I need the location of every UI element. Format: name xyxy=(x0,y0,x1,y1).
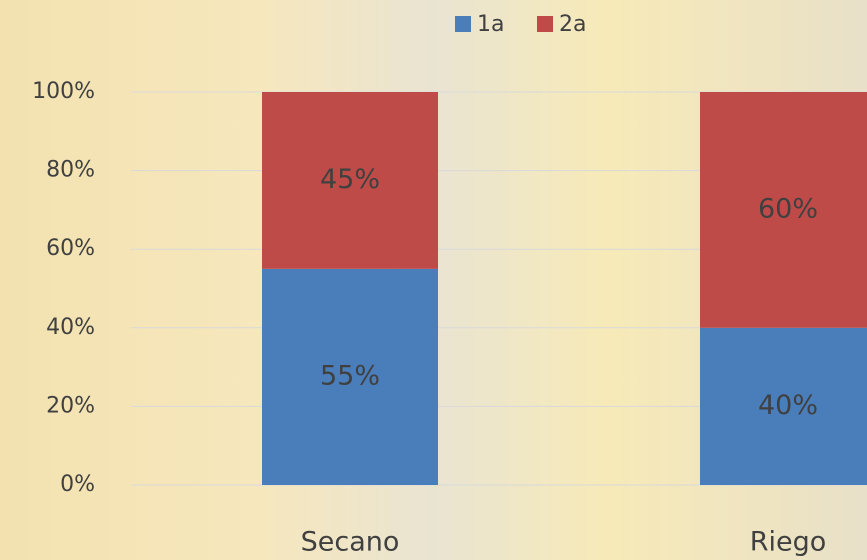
page: {"chart_data": {"type": "stacked_bar", "… xyxy=(0,0,867,560)
legend-swatch xyxy=(455,16,471,32)
data-label: 40% xyxy=(758,390,818,421)
legend-label: 1a xyxy=(477,12,504,37)
legend-label: 2a xyxy=(559,12,586,37)
chart: 0% 20% 40% 60% 80% 100% Secano 55% 45% Riego 40% 60… xyxy=(0,0,867,560)
y-tick-label: 40% xyxy=(46,315,95,340)
y-tick-label: 100% xyxy=(32,79,95,104)
data-label: 60% xyxy=(758,193,818,224)
x-tick-label: Secano xyxy=(301,527,400,558)
y-tick-label: 0% xyxy=(60,472,95,497)
data-label: 55% xyxy=(320,360,380,391)
y-tick-label: 80% xyxy=(46,158,95,183)
y-tick-label: 60% xyxy=(46,236,95,261)
data-label: 45% xyxy=(320,164,380,195)
y-tick-label: 20% xyxy=(46,393,95,418)
legend-swatch xyxy=(537,16,553,32)
x-tick-label: Riego xyxy=(750,527,827,558)
